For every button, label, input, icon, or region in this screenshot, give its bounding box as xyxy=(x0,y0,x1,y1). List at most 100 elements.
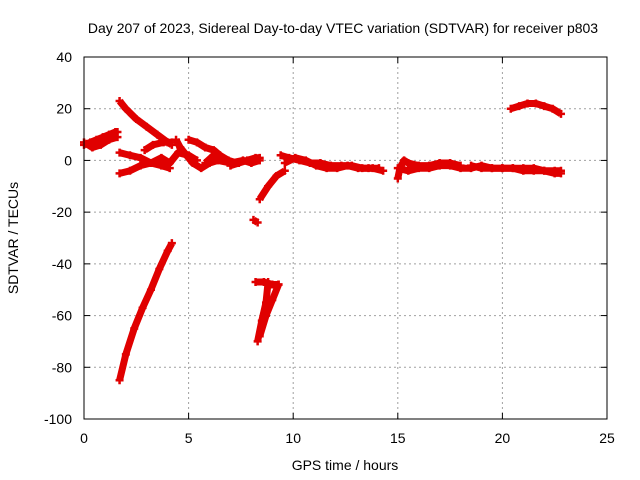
y-tick-label: 0 xyxy=(64,152,72,168)
data-point xyxy=(96,140,105,149)
data-point xyxy=(153,130,162,139)
data-point xyxy=(136,153,145,162)
x-tick-label: 20 xyxy=(495,430,511,446)
data-point xyxy=(251,277,260,286)
data-point xyxy=(272,171,281,180)
data-point xyxy=(556,169,565,178)
data-point xyxy=(414,164,423,173)
data-point xyxy=(157,161,166,170)
data-point xyxy=(121,350,130,359)
data-point xyxy=(404,159,413,168)
data-traces xyxy=(80,96,565,385)
x-tick-label: 10 xyxy=(285,430,301,446)
data-point xyxy=(209,151,218,160)
data-point xyxy=(255,195,264,204)
data-point xyxy=(280,159,289,168)
data-point xyxy=(165,159,174,168)
data-point xyxy=(132,115,141,124)
data-point xyxy=(255,153,264,162)
x-axis-label: GPS time / hours xyxy=(292,457,399,473)
data-point xyxy=(529,166,538,175)
data-point xyxy=(467,161,476,170)
data-point xyxy=(487,164,496,173)
data-point xyxy=(121,104,130,113)
data-point xyxy=(322,164,331,173)
data-point xyxy=(201,143,210,152)
data-point xyxy=(253,337,262,346)
series-arc-t xyxy=(470,162,561,177)
data-point xyxy=(218,153,227,162)
y-tick-label: -20 xyxy=(52,204,72,220)
data-point xyxy=(364,164,373,173)
data-point xyxy=(393,174,402,183)
plot-frame xyxy=(83,56,608,420)
data-point xyxy=(291,153,300,162)
data-point xyxy=(126,166,135,175)
y-tick-label: -80 xyxy=(52,359,72,375)
x-tick-label: 0 xyxy=(80,430,88,446)
data-point xyxy=(508,164,517,173)
data-point xyxy=(142,122,151,131)
data-point xyxy=(140,146,149,155)
x-tick-label: 15 xyxy=(390,430,406,446)
data-point xyxy=(506,104,515,113)
data-point xyxy=(556,109,565,118)
data-point xyxy=(276,151,285,160)
data-point xyxy=(172,135,181,144)
chart-title: Day 207 of 2023, Sidereal Day-to-day VTE… xyxy=(88,20,598,36)
data-point xyxy=(136,161,145,170)
y-tick-label: 20 xyxy=(56,101,72,117)
y-axis-label: SDTVAR / TECUs xyxy=(5,182,21,294)
data-point xyxy=(435,161,444,170)
data-point xyxy=(354,164,363,173)
data-point xyxy=(176,143,185,152)
axes: 0 5 10 15 20 25 40 20 0 -20 -40 -60 -80 -100 xyxy=(44,49,615,446)
data-point xyxy=(230,159,239,168)
series-arc-m xyxy=(283,154,379,172)
data-point xyxy=(243,156,252,165)
data-point xyxy=(201,159,210,168)
data-point xyxy=(115,376,124,385)
data-point xyxy=(115,169,124,178)
data-point xyxy=(274,280,283,289)
data-point xyxy=(280,166,289,175)
data-point xyxy=(138,303,147,312)
data-point xyxy=(113,133,122,142)
x-tick-label: 5 xyxy=(185,430,193,446)
data-point xyxy=(343,161,352,170)
data-point xyxy=(531,99,540,108)
series-arc-e xyxy=(142,138,172,154)
data-point xyxy=(105,135,114,144)
data-point xyxy=(519,166,528,175)
data-point xyxy=(146,159,155,168)
data-point xyxy=(192,138,201,147)
data-point xyxy=(548,104,557,113)
data-point xyxy=(259,277,268,286)
data-point xyxy=(146,285,155,294)
series-arc-k xyxy=(256,167,287,202)
data-point xyxy=(115,148,124,157)
data-point xyxy=(393,164,402,173)
data-point xyxy=(130,324,139,333)
data-point xyxy=(333,164,342,173)
data-point xyxy=(312,161,321,170)
data-point xyxy=(184,135,193,144)
data-point xyxy=(159,138,168,147)
data-point xyxy=(404,166,413,175)
x-tick-label: 25 xyxy=(599,430,615,446)
series-arc-n xyxy=(116,241,175,382)
y-tick-label: -100 xyxy=(44,411,72,427)
data-point xyxy=(149,140,158,149)
data-point xyxy=(264,182,273,191)
data-point xyxy=(115,96,124,105)
data-point xyxy=(379,166,388,175)
data-point xyxy=(262,311,271,320)
data-point xyxy=(249,215,258,224)
data-point xyxy=(523,99,532,108)
data-point xyxy=(515,102,524,111)
y-tick-label: -40 xyxy=(52,256,72,272)
data-point xyxy=(163,246,172,255)
data-point xyxy=(540,102,549,111)
data-point xyxy=(374,164,383,173)
